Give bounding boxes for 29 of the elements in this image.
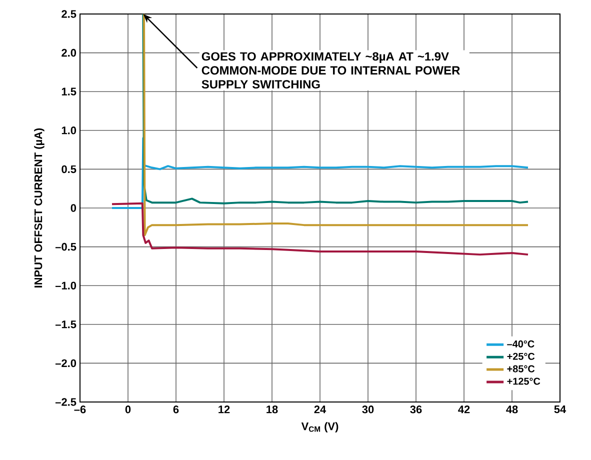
y-tick-label: 1.0 (62, 126, 76, 134)
y-tick-label: –2.0 (55, 359, 76, 368)
x-tick-label: 30 (362, 406, 374, 414)
x-tick-label: 24 (314, 406, 326, 414)
x-tick-label: 6 (173, 406, 179, 414)
x-axis-title: V$_{CM}$ (V) (301, 422, 338, 432)
y-tick-label: 2.0 (62, 48, 76, 57)
annotation: GOES TO APPROXIMATELY ~8µA AT ~1.9V COMMON-MODE DUE TO INTERNAL POWER SUPPLY SWITCHING (202, 52, 460, 89)
y-tick-label: –0.5 (55, 242, 76, 251)
x-tick-label: 36 (410, 406, 422, 414)
y-tick-label: 2.5 (62, 10, 76, 18)
legend-label: –40°C (507, 340, 534, 348)
x-tick-label: –6 (74, 406, 86, 414)
x-tick-label: 0 (125, 406, 131, 414)
legend-label: +25°C (507, 352, 535, 360)
y-tick-label: 0.5 (62, 165, 76, 174)
y-tick-label: 0 (70, 204, 76, 212)
y-tick-label: 1.5 (62, 88, 76, 96)
x-tick-label: 18 (266, 406, 278, 414)
y-tick-label: –1.5 (55, 320, 76, 328)
x-tick-label: 48 (506, 406, 518, 414)
y-tick-label: –2.5 (55, 398, 76, 406)
legend-label: +85°C (507, 365, 535, 372)
y-tick-label: –1.0 (55, 282, 76, 290)
y-axis-title: INPUT OFFSET CURRENT (µA) (34, 128, 44, 288)
x-tick-label: 12 (218, 406, 230, 414)
x-tick-label: 42 (458, 406, 470, 414)
x-tick-label: 54 (554, 406, 566, 414)
legend-label: +125°C (507, 378, 540, 385)
